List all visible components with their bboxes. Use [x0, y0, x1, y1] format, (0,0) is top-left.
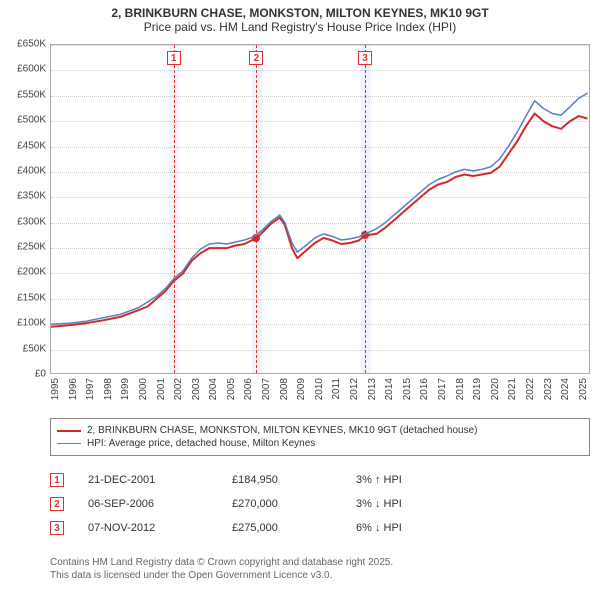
y-tick-label: £0: [6, 369, 46, 380]
event-price: £270,000: [232, 498, 332, 510]
event-price: £184,950: [232, 474, 332, 486]
y-tick-label: £500K: [6, 115, 46, 126]
event-delta: 3% ↓ HPI: [356, 498, 590, 510]
event-row: 1 21-DEC-2001 £184,950 3% ↑ HPI: [50, 468, 590, 492]
event-delta: 6% ↓ HPI: [356, 522, 590, 534]
legend-row: HPI: Average price, detached house, Milt…: [57, 438, 583, 449]
event-row: 3 07-NOV-2012 £275,000 6% ↓ HPI: [50, 516, 590, 540]
series-svg: [51, 45, 591, 375]
series-hpi: [51, 93, 588, 324]
y-tick-label: £400K: [6, 165, 46, 176]
legend: 2, BRINKBURN CHASE, MONKSTON, MILTON KEY…: [50, 418, 590, 456]
events-table: 1 21-DEC-2001 £184,950 3% ↑ HPI 2 06-SEP…: [50, 468, 590, 540]
plot-area: 123: [50, 44, 590, 374]
series-price_paid: [51, 114, 588, 327]
event-delta: 3% ↑ HPI: [356, 474, 590, 486]
event-marker: 2: [50, 497, 64, 511]
event-row: 2 06-SEP-2006 £270,000 3% ↓ HPI: [50, 492, 590, 516]
y-tick-label: £100K: [6, 318, 46, 329]
footer-attribution: Contains HM Land Registry data © Crown c…: [50, 556, 590, 582]
event-date: 06-SEP-2006: [88, 498, 208, 510]
y-tick-label: £450K: [6, 140, 46, 151]
y-tick-label: £600K: [6, 64, 46, 75]
chart-title: 2, BRINKBURN CHASE, MONKSTON, MILTON KEY…: [0, 0, 600, 34]
footer-line1: Contains HM Land Registry data © Crown c…: [50, 556, 590, 569]
event-date: 21-DEC-2001: [88, 474, 208, 486]
event-marker: 3: [50, 521, 64, 535]
legend-swatch: [57, 443, 81, 444]
y-tick-label: £150K: [6, 292, 46, 303]
y-tick-label: £250K: [6, 242, 46, 253]
event-marker: 1: [50, 473, 64, 487]
y-tick-label: £650K: [6, 39, 46, 50]
legend-swatch: [57, 430, 81, 432]
y-tick-label: £550K: [6, 89, 46, 100]
y-tick-label: £350K: [6, 191, 46, 202]
footer-line2: This data is licensed under the Open Gov…: [50, 569, 590, 582]
event-price: £275,000: [232, 522, 332, 534]
y-tick-label: £200K: [6, 267, 46, 278]
chart-container: 123 £0 £50K £100K £150K £200K £250K £300K £350K…: [6, 40, 594, 410]
legend-row: 2, BRINKBURN CHASE, MONKSTON, MILTON KEY…: [57, 425, 583, 436]
event-date: 07-NOV-2012: [88, 522, 208, 534]
title-line1: 2, BRINKBURN CHASE, MONKSTON, MILTON KEY…: [0, 6, 600, 20]
legend-label: HPI: Average price, detached house, Milt…: [87, 438, 315, 449]
x-tick-label: 2025: [578, 378, 600, 400]
y-tick-label: £50K: [6, 343, 46, 354]
y-tick-label: £300K: [6, 216, 46, 227]
legend-label: 2, BRINKBURN CHASE, MONKSTON, MILTON KEY…: [87, 425, 478, 436]
title-line2: Price paid vs. HM Land Registry's House …: [0, 20, 600, 34]
